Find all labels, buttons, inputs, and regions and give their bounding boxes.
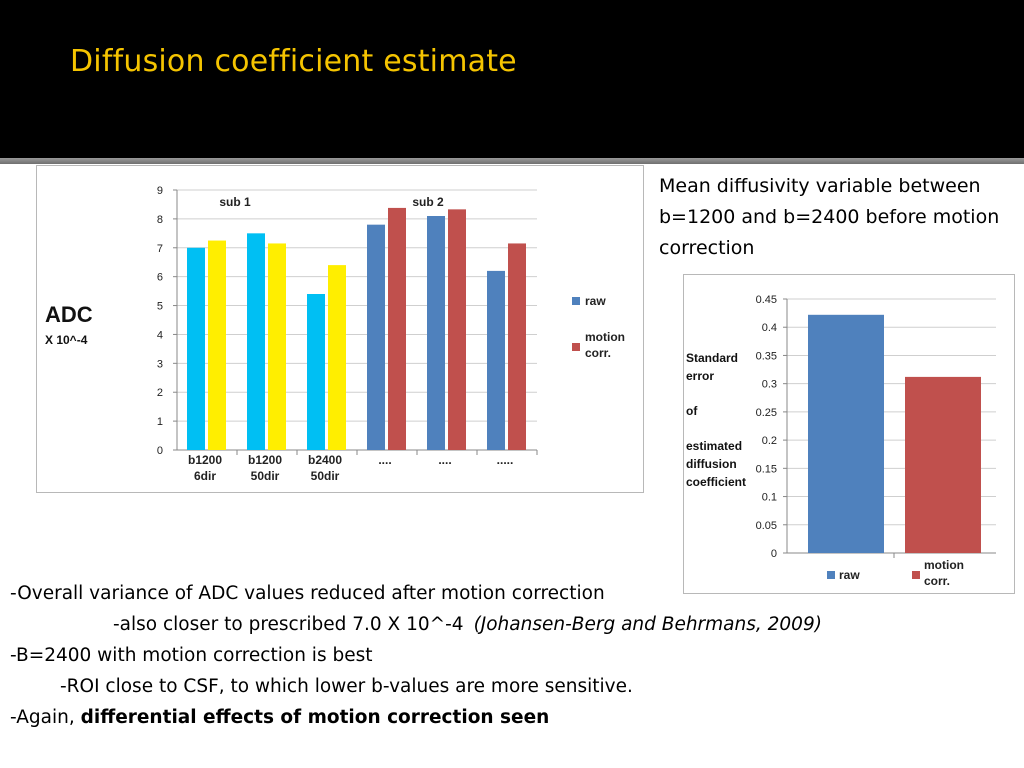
bar-motion-corr	[268, 243, 286, 450]
adc-bar-chart: 0 1 2 3 4 5 6 7 8 9 b1200 6dir b1200 50dir b2400 50dir…	[45, 185, 625, 483]
y-tick-label: 7	[157, 243, 163, 255]
y-axis-label-line: of	[686, 404, 698, 418]
bar-raw	[487, 270, 505, 450]
legend-motion-label-2: corr.	[924, 574, 950, 588]
y-tick-label: 0.45	[756, 294, 777, 306]
y-tick-label: 0.2	[762, 435, 777, 447]
adc-chart-panel: 0 1 2 3 4 5 6 7 8 9 b1200 6dir b1200 50dir b2400 50dir…	[36, 165, 644, 493]
citation: (Johansen-Berg and Behrmans, 2009)	[473, 614, 822, 635]
y-axis-label-line: estimated	[686, 439, 742, 453]
y-axis-label: ADC	[45, 302, 93, 327]
bar-raw	[367, 224, 385, 450]
y-tick-label: 8	[157, 214, 163, 226]
y-axis-label-line: error	[686, 369, 714, 383]
x-tick-label-line2: 50dir	[311, 469, 340, 483]
y-tick-label: 0.3	[762, 379, 777, 391]
bullet-2: -also closer to prescribed 7.0 X 10^-4 (J…	[10, 609, 1010, 640]
y-tick-label: 0	[157, 445, 163, 457]
legend-motion-swatch	[912, 571, 920, 579]
y-tick-label: 9	[157, 185, 163, 197]
bar-motion-corr	[448, 209, 466, 450]
bar-motion-corr	[388, 207, 406, 450]
header-divider	[0, 158, 1024, 164]
legend-raw-swatch	[572, 297, 580, 305]
y-axis-unit: X 10^-4	[45, 333, 88, 347]
bar-raw	[808, 314, 884, 553]
legend-raw-swatch	[827, 571, 835, 579]
y-tick-label: 3	[157, 358, 163, 370]
y-tick-label: 0.25	[756, 407, 777, 419]
legend-motion-label-2: corr.	[585, 346, 611, 360]
legend-motion-label-1: motion	[585, 330, 625, 344]
x-tick-label-line2: 50dir	[251, 469, 280, 483]
bar-motion-corr	[905, 376, 981, 553]
bar-raw	[427, 216, 445, 450]
bullet-5-bold: differential effects of motion correctio…	[80, 707, 550, 728]
x-tick-label: b1200	[248, 453, 282, 467]
bar-motion-corr	[208, 240, 226, 450]
x-tick-label: .....	[497, 453, 514, 467]
y-tick-label: 4	[157, 329, 163, 341]
y-tick-label: 0.05	[756, 520, 777, 532]
x-tick-label-line2: 6dir	[194, 469, 216, 483]
y-tick-label: 0	[771, 548, 777, 560]
y-tick-label: 6	[157, 272, 163, 284]
y-axis-label-line: Standard	[686, 351, 738, 365]
bullet-4: -ROI close to CSF, to which lower b-valu…	[60, 676, 633, 697]
y-tick-label: 2	[157, 387, 163, 399]
y-tick-label: 0.1	[762, 492, 777, 504]
legend-raw-label: raw	[839, 568, 860, 582]
x-tick-label: ....	[378, 453, 391, 467]
bar-raw	[247, 233, 265, 450]
bullet-5: -Again, differential effects of motion c…	[10, 702, 1010, 733]
y-tick-label: 5	[157, 301, 163, 313]
y-axis-label-line: diffusion	[686, 457, 737, 471]
y-axis-label-line: coefficient	[686, 475, 746, 489]
slide-title: Diffusion coefficient estimate	[70, 44, 517, 79]
std-error-bar-chart: 0 0.05 0.1 0.15 0.2 0.25 0.3 0.35 0.4 0.45 Standa…	[686, 294, 996, 588]
bar-raw	[187, 247, 205, 450]
y-tick-label: 1	[157, 416, 163, 428]
legend-raw-label: raw	[585, 294, 606, 308]
legend-motion-swatch	[572, 343, 580, 351]
x-tick-label: b1200	[188, 453, 222, 467]
std-error-chart-panel: 0 0.05 0.1 0.15 0.2 0.25 0.3 0.35 0.4 0.45 Standa…	[683, 274, 1015, 594]
bullet-2-text: -also closer to prescribed 7.0 X 10^-4	[113, 614, 464, 635]
subject-label-1: sub 1	[219, 195, 251, 209]
bullet-1: -Overall variance of ADC values reduced …	[10, 583, 605, 604]
bullet-list: -Overall variance of ADC values reduced …	[10, 578, 1010, 733]
slide-header	[0, 0, 1024, 158]
bullet-5-prefix: -Again,	[10, 707, 75, 728]
y-tick-label: 0.4	[762, 322, 777, 334]
bar-motion-corr	[508, 243, 526, 450]
bar-motion-corr	[328, 265, 346, 450]
bar-raw	[307, 294, 325, 450]
y-tick-label: 0.35	[756, 350, 777, 362]
y-tick-label: 0.15	[756, 463, 777, 475]
subject-label-2: sub 2	[412, 195, 444, 209]
legend-motion-label-1: motion	[924, 558, 964, 572]
side-note: Mean diffusivity variable between b=1200…	[659, 175, 1000, 259]
x-tick-label: ....	[438, 453, 451, 467]
bullet-3: -B=2400 with motion correction is best	[10, 645, 373, 666]
x-tick-label: b2400	[308, 453, 342, 467]
